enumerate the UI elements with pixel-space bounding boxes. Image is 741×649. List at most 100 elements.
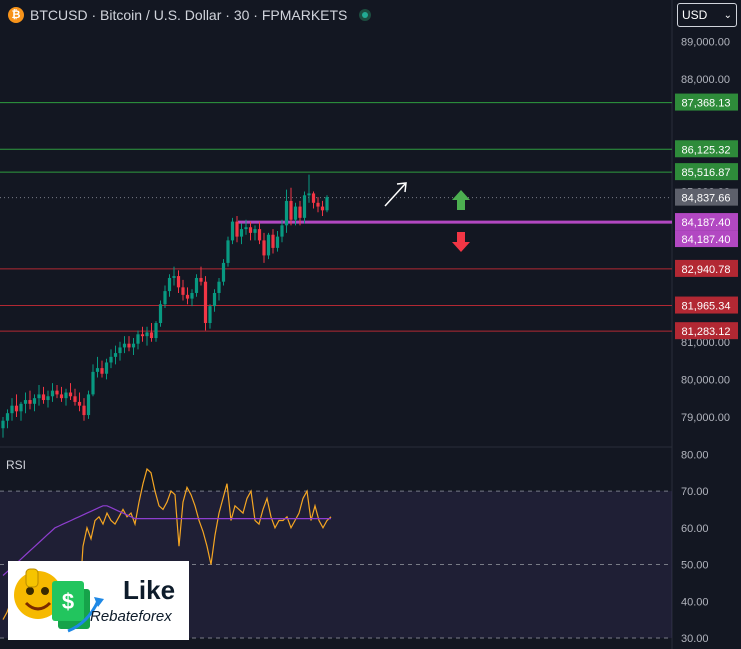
level-label: 82,940.78 <box>682 264 731 276</box>
pivot-label-bg <box>675 230 738 248</box>
pivot-label-bg <box>675 213 738 231</box>
level-label-bg <box>675 163 738 181</box>
level-label: 85,516.87 <box>682 167 731 179</box>
candle-body <box>100 368 104 374</box>
currency-value: USD <box>682 8 708 22</box>
candle-body <box>289 200 293 220</box>
candle-body <box>275 236 280 248</box>
level-label: 81,965.34 <box>682 301 731 313</box>
candle-body <box>176 276 181 288</box>
logo-like-text: Like <box>123 575 176 605</box>
logo-sub-text: Rebateforex <box>90 608 172 625</box>
price-tick-label: 80,000.00 <box>681 374 730 386</box>
candle-body <box>208 306 212 324</box>
horizontal-levels <box>0 102 672 332</box>
candle-body <box>127 343 131 348</box>
level-label-bg <box>675 322 738 340</box>
smiley-eye-icon <box>26 587 34 595</box>
candles <box>1 174 329 438</box>
rsi-tick-label: 40.00 <box>681 596 709 608</box>
candle-body <box>19 403 23 412</box>
candle-body <box>23 400 28 404</box>
candle-body <box>226 240 230 263</box>
candle-body <box>280 225 284 237</box>
pivot-label: 84,187.40 <box>682 234 731 246</box>
curved-arrow-icon <box>67 600 100 633</box>
chevron-down-icon: ⌄ <box>723 9 732 21</box>
candle-body <box>221 262 226 282</box>
candle-body <box>262 240 266 256</box>
rsi-tick-label: 60.00 <box>681 523 709 535</box>
candle-body <box>86 394 91 416</box>
candle-body <box>311 193 316 203</box>
current-price-label-bg <box>675 188 738 206</box>
candle-body <box>271 234 275 248</box>
rebateforex-logo: $ Like Rebateforex <box>8 561 189 640</box>
candle-body <box>293 206 298 220</box>
green-up-arrow-icon <box>452 190 470 210</box>
level-label-bg <box>675 296 738 314</box>
candle-body <box>59 394 64 399</box>
current-price-label: 84,837.66 <box>682 193 731 205</box>
smiley-eye-icon <box>41 587 49 595</box>
up-right-arrow-head-icon <box>396 182 407 193</box>
candle-body <box>91 371 95 395</box>
currency-select[interactable]: USD ⌄ <box>677 3 737 27</box>
candle-body <box>68 392 73 397</box>
rsi-label[interactable]: RSI <box>6 458 27 472</box>
candle-body <box>136 334 140 344</box>
symbol-title[interactable]: BTCUSD · Bitcoin / U.S. Dollar · 30 · FP… <box>30 7 348 23</box>
candle-body <box>230 221 235 241</box>
candle-body <box>104 362 109 374</box>
candle-body <box>298 206 302 218</box>
candle-body <box>154 323 158 339</box>
dollar-sign-icon: $ <box>62 589 74 614</box>
candle-body <box>325 197 329 211</box>
price-tick-label: 88,000.00 <box>681 74 730 86</box>
candle-body <box>244 227 248 230</box>
candle-body <box>320 206 325 211</box>
candle-body <box>50 390 55 397</box>
candle-body <box>95 368 100 372</box>
candle-body <box>212 292 217 307</box>
candle-body <box>190 292 194 299</box>
price-tick-label: 81,000.00 <box>681 337 730 349</box>
candle-body <box>77 401 82 406</box>
curved-arrow-head-icon <box>94 597 104 607</box>
level-label-bg <box>675 140 738 158</box>
candle-body <box>41 394 46 401</box>
chart-header: ₿ BTCUSD · Bitcoin / U.S. Dollar · 30 · … <box>0 0 372 30</box>
price-tick-label: 89,000.00 <box>681 36 730 48</box>
candle-body <box>122 343 127 348</box>
red-down-arrow-icon <box>452 232 470 252</box>
candle-body <box>167 277 172 292</box>
market-open-icon <box>359 9 372 21</box>
candle-body <box>235 221 239 237</box>
candle-body <box>199 277 203 282</box>
candle-body <box>149 332 154 339</box>
price-tick-label: 79,000.00 <box>681 412 730 424</box>
candle-body <box>307 193 311 196</box>
candle-body <box>248 227 253 233</box>
candle-body <box>140 334 145 337</box>
candle-body <box>185 294 190 299</box>
level-label: 81,283.12 <box>682 326 731 338</box>
candle-body <box>181 287 185 295</box>
candle-body <box>113 353 118 357</box>
rsi-tick-label: 80.00 <box>681 449 709 461</box>
rsi-tick-label: 30.00 <box>681 633 709 645</box>
money-bill-icon <box>52 581 84 621</box>
level-label: 87,368.13 <box>682 98 731 110</box>
smiley-mouth-icon <box>24 601 52 611</box>
candle-body <box>5 413 10 421</box>
candle-body <box>82 405 86 416</box>
rsi-tick-label: 50.00 <box>681 560 709 572</box>
candle-body <box>194 277 199 293</box>
level-labels: 87,368.13 86,125.32 85,516.87 82,940.78 81,9… <box>675 93 738 340</box>
candle-body <box>302 195 307 218</box>
level-label: 86,125.32 <box>682 144 731 156</box>
candle-body <box>46 396 50 401</box>
level-label-bg <box>675 259 738 277</box>
candle-body <box>257 229 262 241</box>
